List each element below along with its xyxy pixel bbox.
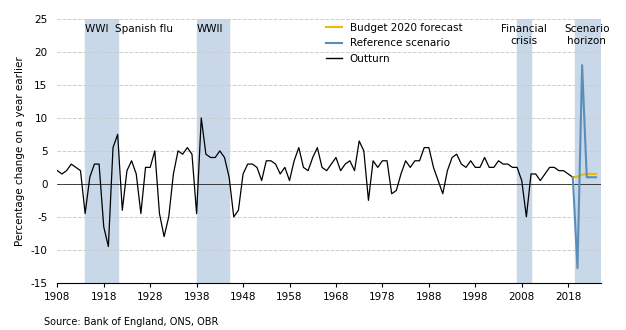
Text: WWII: WWII [197, 24, 223, 34]
Legend: Budget 2020 forecast, Reference scenario, Outturn: Budget 2020 forecast, Reference scenario… [322, 19, 466, 68]
Y-axis label: Percentage change on a year earlier: Percentage change on a year earlier [15, 56, 25, 246]
Bar [575, 19, 601, 283]
Bar [85, 19, 118, 283]
Bar [517, 19, 531, 283]
Bar [197, 19, 229, 283]
Text: Scenario
horizon: Scenario horizon [564, 24, 610, 46]
Text: Source: Bank of England, ONS, OBR: Source: Bank of England, ONS, OBR [44, 317, 218, 327]
Text: Financial
crisis: Financial crisis [501, 24, 547, 46]
Text: WWI  Spanish flu: WWI Spanish flu [85, 24, 173, 34]
